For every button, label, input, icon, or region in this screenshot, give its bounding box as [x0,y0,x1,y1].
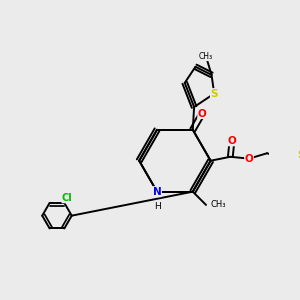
Text: O: O [244,154,253,164]
Text: S: S [297,151,300,160]
Text: O: O [198,109,206,118]
Text: Cl: Cl [62,193,73,203]
Text: H: H [154,202,160,211]
Text: S: S [211,88,218,99]
Text: O: O [228,136,236,146]
Text: CH₃: CH₃ [211,200,226,209]
Text: N: N [153,187,161,197]
Text: CH₃: CH₃ [199,52,213,61]
